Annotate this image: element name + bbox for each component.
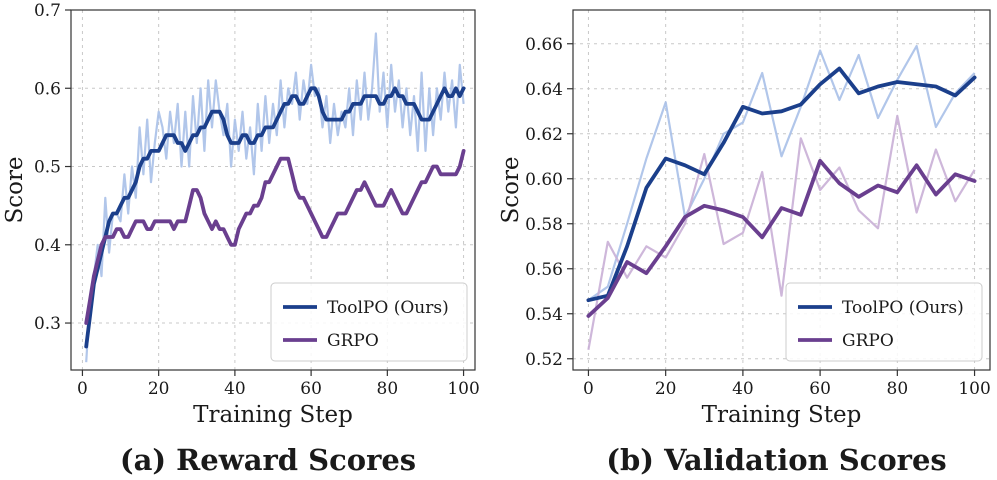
- x-axis-label: Training Step: [193, 402, 353, 428]
- plot-frame: [572, 9, 991, 371]
- x-tick-label: 20: [148, 379, 170, 399]
- y-tick-label: 0.60: [525, 170, 563, 190]
- y-tick-label: 0.64: [525, 80, 563, 100]
- x-tick-label: 40: [224, 379, 246, 399]
- x-tick-label: 0: [77, 379, 88, 399]
- x-tick-label: 100: [958, 379, 990, 399]
- y-axis-label: Score: [498, 156, 524, 223]
- x-tick-label: 100: [447, 379, 479, 399]
- x-axis-label: Training Step: [702, 402, 862, 428]
- y-tick-label: 0.56: [525, 260, 563, 280]
- legend-box: [785, 282, 983, 362]
- legend-label-toolpo: ToolPO (Ours): [842, 298, 964, 318]
- y-tick-label: 0.52: [525, 350, 563, 370]
- x-tick-label: 40: [732, 379, 754, 399]
- y-axis-label: Score: [2, 156, 28, 223]
- x-tick-label: 80: [377, 379, 399, 399]
- legend-label-toolpo: ToolPO (Ours): [327, 298, 449, 318]
- x-tick-label: 0: [583, 379, 594, 399]
- y-tick-label: 0.62: [525, 125, 563, 145]
- x-tick-label: 60: [809, 379, 831, 399]
- series-line-toolpo: [586, 66, 977, 303]
- y-tick-label: 0.7: [34, 1, 61, 21]
- legend-label-grpo: GRPO: [327, 331, 379, 351]
- chart-caption: (a) Reward Scores: [120, 443, 416, 477]
- plot-frame: [70, 9, 476, 371]
- reward-scores-chart: 0 20 40 60 80 100 0.3 0.4 0.5 0.6 0.7 Training Step…: [2, 1, 480, 477]
- legend-label-grpo: GRPO: [842, 331, 894, 351]
- series-line-toolpo: [84, 86, 466, 349]
- legend: ToolPO (Ours) GRPO: [785, 282, 983, 362]
- x-tick-label: 60: [300, 379, 322, 399]
- series-line-grpo: [84, 148, 466, 325]
- legend: ToolPO (Ours) GRPO: [270, 282, 468, 362]
- validation-scores-chart: 0 20 40 60 80 100 0.52 0.54 0.56 0.58 0.60 0.62 0.64…: [498, 9, 991, 477]
- y-tick-label: 0.4: [34, 236, 61, 256]
- series-raw-line-grpo: [587, 114, 976, 350]
- series-raw-line-toolpo: [587, 44, 976, 302]
- y-tick-label: 0.54: [525, 305, 563, 325]
- series-line-grpo: [586, 158, 977, 318]
- legend-box: [270, 282, 468, 362]
- y-tick-label: 0.66: [525, 35, 563, 55]
- chart-caption: (b) Validation Scores: [606, 443, 946, 477]
- y-tick-label: 0.6: [34, 79, 61, 99]
- y-tick-label: 0.58: [525, 215, 563, 235]
- y-tick-label: 0.5: [34, 158, 61, 178]
- y-tick-label: 0.3: [34, 314, 61, 334]
- x-tick-label: 20: [655, 379, 677, 399]
- x-tick-label: 80: [887, 379, 909, 399]
